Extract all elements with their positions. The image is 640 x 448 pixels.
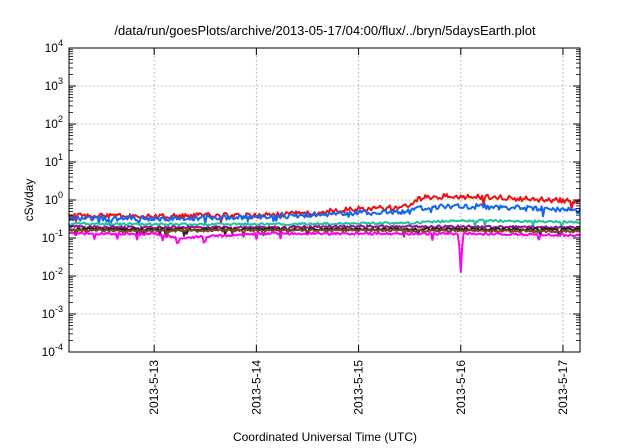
series-line-6 bbox=[68, 228, 580, 238]
series-line-7 bbox=[68, 231, 581, 273]
series-line-4 bbox=[68, 224, 581, 235]
y-tick-label: 10-2 bbox=[42, 266, 63, 283]
y-tick-label: 100 bbox=[45, 190, 63, 207]
y-axis-label: cSv/day bbox=[22, 179, 36, 222]
y-tick-label: 104 bbox=[45, 38, 63, 55]
y-tick-label: 10-4 bbox=[42, 342, 63, 359]
x-tick-label: 2013-5-13 bbox=[147, 360, 161, 415]
chart-title: /data/run/goesPlots/archive/2013-05-17/0… bbox=[114, 23, 536, 38]
x-axis-label: Coordinated Universal Time (UTC) bbox=[233, 430, 417, 444]
axes: 10-4 10-3 10-2 10-1 100 101 102 103 104 2013-5-13… bbox=[42, 38, 580, 415]
series-line-3 bbox=[68, 218, 581, 231]
x-tick-label: 2013-5-15 bbox=[352, 360, 366, 415]
y-tick-label: 10-3 bbox=[42, 304, 63, 321]
y-tick-label: 101 bbox=[45, 152, 63, 169]
y-tick-label: 102 bbox=[45, 114, 63, 131]
x-tick-label: 2013-5-17 bbox=[556, 360, 570, 415]
series-line-1 bbox=[68, 193, 581, 224]
x-tick-label: 2013-5-16 bbox=[454, 360, 468, 415]
series-layer bbox=[68, 193, 581, 273]
y-tick-label: 103 bbox=[45, 76, 63, 93]
x-tick-label: 2013-5-14 bbox=[249, 360, 263, 415]
y-tick-label: 10-1 bbox=[42, 228, 63, 245]
series-line-2 bbox=[68, 202, 581, 227]
